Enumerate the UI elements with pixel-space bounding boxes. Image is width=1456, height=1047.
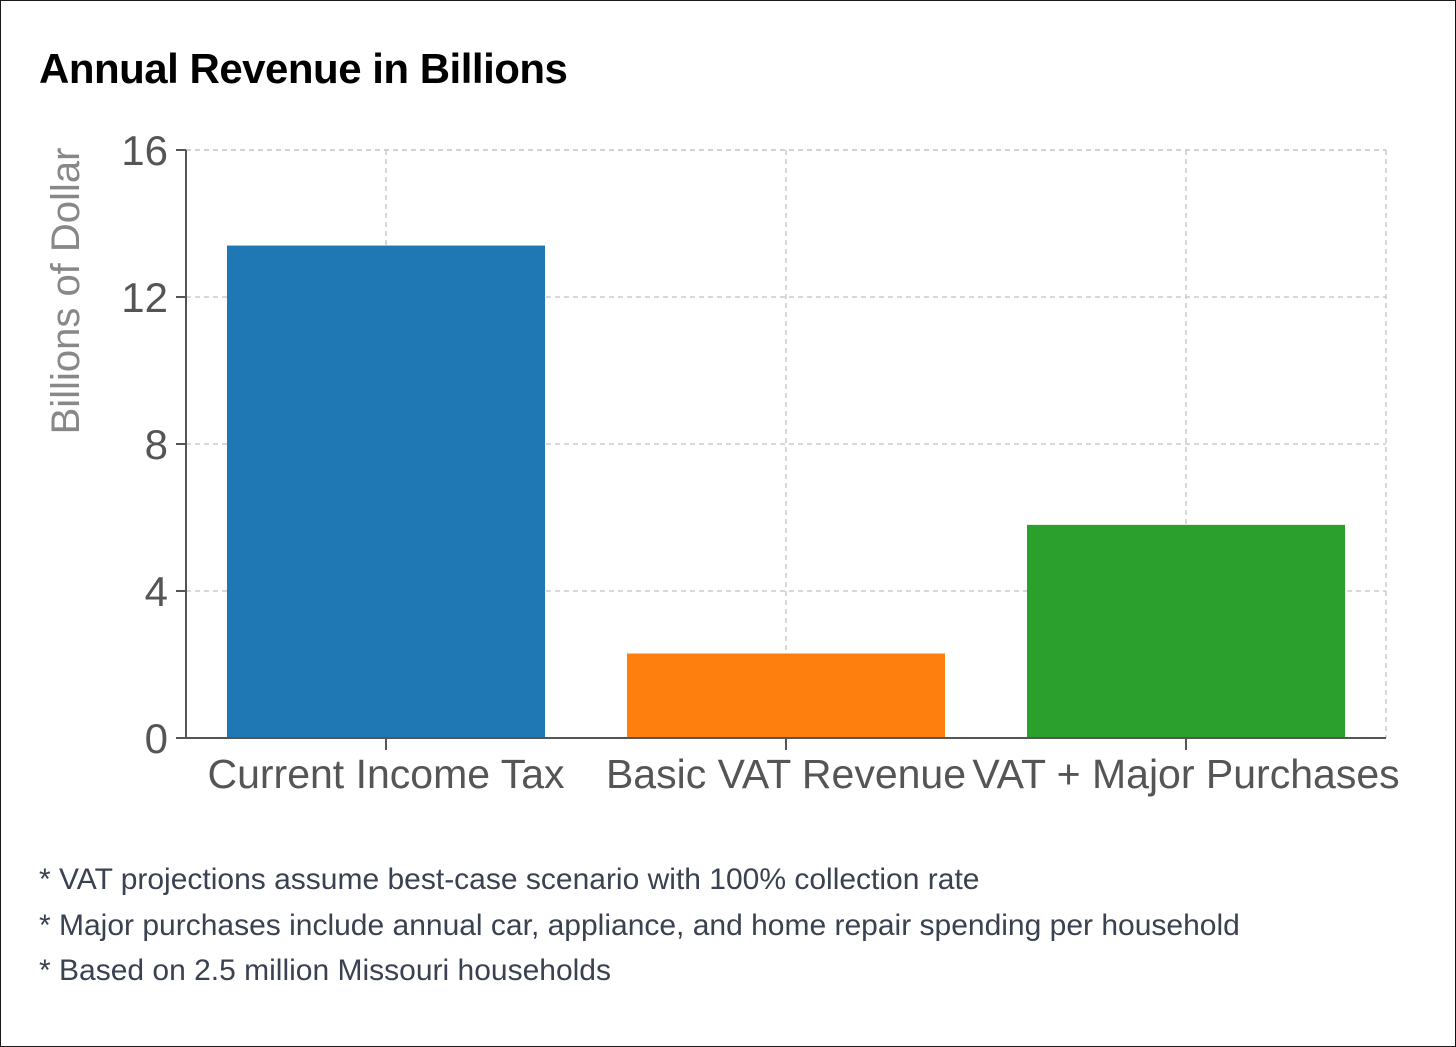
bar: [627, 653, 945, 738]
axes: 0 4 8 12 16 Current Income Tax Basic VAT Reven…: [121, 127, 1399, 797]
footnote: * Based on 2.5 million Missouri househol…: [39, 954, 611, 987]
x-tick-label: VAT + Major Purchases: [972, 751, 1399, 797]
chart-title: Annual Revenue in Billions: [39, 45, 568, 92]
y-tick-label: 12: [121, 274, 168, 321]
bar: [1027, 524, 1345, 738]
y-tick-label: 16: [121, 127, 168, 174]
footnotes: * VAT projections assume best-case scena…: [39, 857, 1240, 994]
bars: [227, 245, 1345, 739]
footnote: * Major purchases include annual car, ap…: [39, 908, 1240, 942]
y-tick-label: 4: [145, 568, 168, 615]
y-axis-label: Billions of Dollar: [44, 148, 88, 435]
y-tick-label: 8: [145, 421, 168, 468]
x-tick-label: Basic VAT Revenue: [606, 751, 966, 797]
x-tick-label: Current Income Tax: [207, 751, 565, 797]
bar: [227, 245, 545, 739]
bar-chart: 0 4 8 12 16 Current Income Tax Basic VAT Reven…: [44, 127, 1400, 797]
footnote: * VAT projections assume best-case scena…: [39, 863, 980, 896]
y-tick-label: 0: [145, 715, 168, 762]
